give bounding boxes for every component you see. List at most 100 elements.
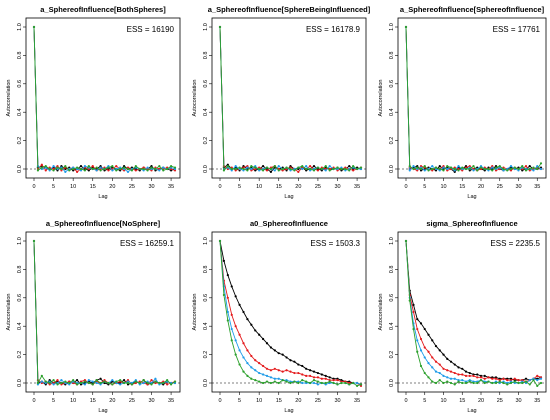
data-point [87, 381, 90, 385]
series-line [405, 240, 542, 384]
data-point [32, 25, 36, 29]
data-point [68, 381, 71, 385]
data-point [277, 352, 280, 355]
data-point [258, 333, 261, 336]
data-point [419, 322, 423, 325]
data-point [457, 366, 460, 369]
data-point [408, 165, 411, 168]
x-tick-label: 25 [129, 398, 135, 404]
acf-panel: a0_SphereofInfluence ESS = 1503.3 Autocorr… [192, 219, 367, 414]
data-point [154, 377, 157, 380]
data-point [293, 169, 296, 172]
data-point [83, 165, 87, 168]
data-point [40, 380, 43, 383]
panel-title: a0_SphereofInfluence [250, 219, 328, 228]
data-point [44, 165, 47, 168]
y-tick-label: 1.0 [203, 23, 209, 31]
data-point [449, 377, 453, 380]
plot-frame [211, 231, 367, 393]
data-point [258, 380, 261, 383]
data-point [281, 353, 284, 356]
acf-panel: a_SphereofInfluence[SphereBeingInfluence… [192, 5, 371, 200]
x-tick-label: 25 [315, 398, 321, 404]
data-point [494, 377, 498, 380]
data-point [269, 369, 273, 372]
data-point [434, 370, 438, 373]
x-tick-label: 15 [90, 184, 96, 190]
y-tick-label: 0.0 [389, 165, 395, 173]
data-point [60, 167, 63, 171]
data-point [446, 380, 449, 383]
data-point [234, 167, 237, 171]
data-point [539, 162, 543, 165]
data-point [476, 169, 479, 172]
data-point [464, 374, 468, 377]
y-axis-label: Autocorrelation [6, 294, 12, 331]
data-point [479, 376, 483, 379]
y-tick-label: 0.8 [389, 52, 395, 60]
data-point [438, 165, 441, 168]
data-point [449, 166, 453, 169]
data-point [416, 327, 419, 331]
data-point [305, 374, 308, 377]
data-point [107, 169, 110, 172]
data-point [99, 166, 102, 169]
data-point [166, 379, 169, 382]
data-point [442, 169, 445, 172]
data-point [468, 374, 471, 377]
data-point [461, 381, 464, 385]
data-point [162, 166, 165, 169]
data-point [468, 371, 471, 375]
data-point [254, 369, 257, 372]
data-point [427, 350, 430, 353]
data-point [265, 166, 269, 169]
data-point [491, 377, 494, 380]
data-point [64, 165, 67, 168]
data-point [158, 381, 161, 385]
y-tick-label: 0.0 [389, 379, 395, 387]
y-tick-label: 0.2 [203, 351, 209, 359]
data-point [517, 381, 520, 385]
data-point [265, 374, 269, 377]
data-point [517, 379, 520, 382]
data-point [359, 166, 363, 169]
data-point [246, 362, 249, 365]
data-point [305, 165, 308, 168]
data-point [502, 167, 505, 171]
data-point [297, 166, 300, 169]
data-point [449, 370, 453, 373]
data-point [506, 379, 509, 382]
series-line [33, 26, 176, 172]
data-point [44, 380, 47, 383]
plot-frame [397, 17, 547, 179]
data-point [107, 381, 110, 385]
data-point [483, 377, 486, 380]
data-point [273, 165, 276, 168]
data-point [476, 373, 479, 376]
data-point [438, 379, 441, 382]
data-point [226, 310, 229, 314]
data-point [130, 383, 134, 386]
data-point [461, 367, 464, 370]
ess-label: ESS = 17761 [493, 25, 541, 34]
data-point [316, 169, 320, 172]
x-tick-label: 35 [534, 398, 540, 404]
x-axis-label: Lag [98, 194, 107, 200]
y-tick-label: 1.0 [389, 23, 395, 31]
data-point [126, 167, 130, 171]
data-point [305, 380, 308, 383]
data-point [87, 379, 90, 382]
y-tick-label: 0.8 [389, 266, 395, 274]
y-tick-label: 0.8 [203, 52, 209, 60]
data-point [461, 166, 464, 169]
y-tick-label: 0.0 [17, 165, 23, 173]
data-point [72, 167, 75, 171]
data-point [316, 166, 320, 169]
data-point [48, 381, 51, 385]
data-point [238, 166, 241, 169]
data-point [427, 376, 430, 379]
data-point [273, 377, 276, 380]
data-point [312, 165, 316, 168]
y-tick-label: 0.2 [17, 137, 23, 145]
data-point [75, 170, 79, 173]
